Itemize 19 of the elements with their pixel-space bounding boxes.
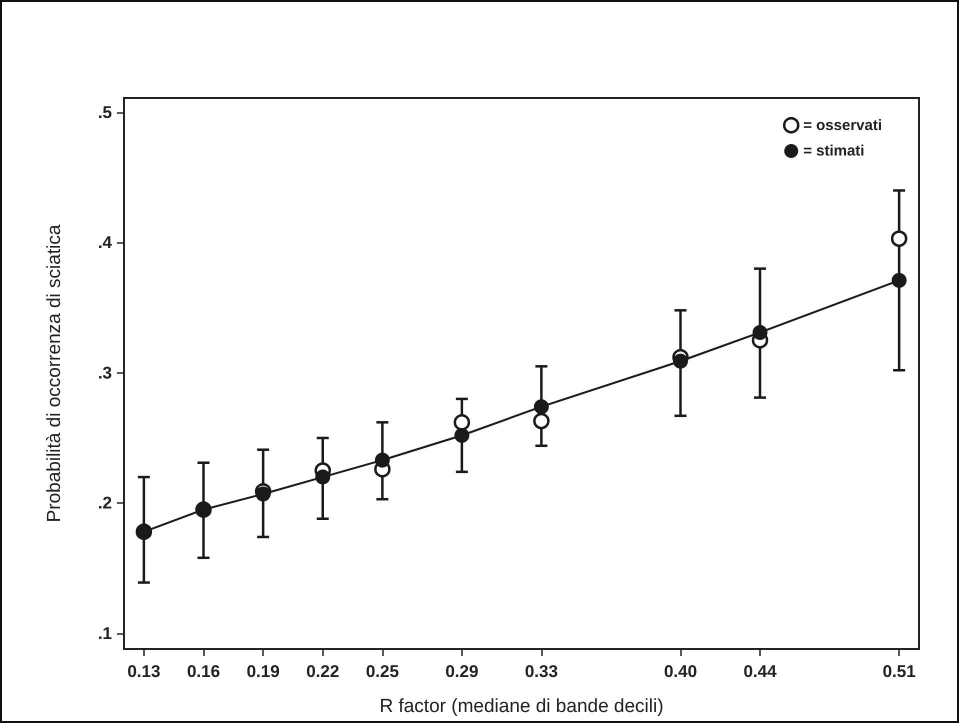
x-tick-label: 0.44 (743, 662, 778, 681)
y-axis-title: Probabilità di occorrenza di sciatica (44, 224, 65, 522)
x-tick-label: 0.29 (445, 662, 478, 681)
y-tick-label: .3 (98, 363, 112, 382)
legend-label: = osservati (803, 116, 882, 134)
legend-label: = stimati (803, 142, 864, 160)
y-tick-label: .5 (98, 102, 112, 122)
y-tick-label: .2 (98, 494, 112, 513)
y-tick-label: .4 (98, 233, 113, 252)
x-tick-label: 0.16 (186, 662, 220, 681)
x-tick-label: 0.25 (366, 662, 399, 681)
x-tick-label: 0.13 (127, 662, 160, 681)
x-tick-label: 0.22 (306, 662, 340, 681)
x-tick-label: 0.40 (664, 662, 698, 681)
y-tick-label: .1 (98, 624, 112, 643)
x-tick-label: 0.51 (882, 662, 916, 681)
x-tick-label: 0.19 (246, 662, 280, 681)
x-axis-title: R factor (mediane di bande decili) (379, 696, 664, 717)
x-tick-label: 0.33 (524, 662, 558, 681)
